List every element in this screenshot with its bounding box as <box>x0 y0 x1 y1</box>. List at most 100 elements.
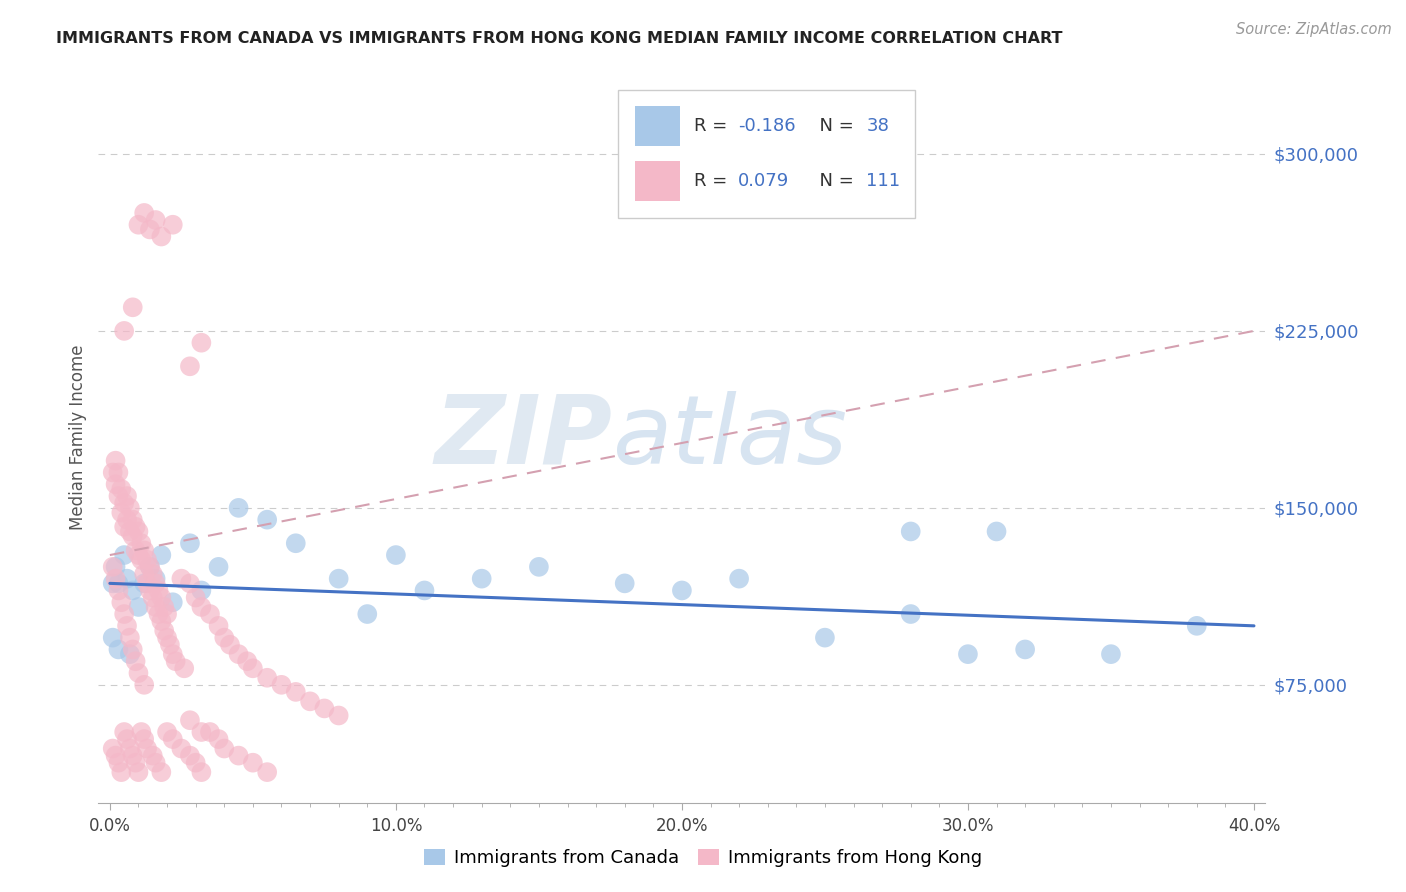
Point <box>101 559 124 574</box>
Point <box>173 661 195 675</box>
Point <box>107 583 129 598</box>
Point <box>110 765 132 780</box>
Point <box>814 631 837 645</box>
Point <box>207 559 229 574</box>
Point <box>284 536 307 550</box>
Point <box>165 654 187 668</box>
FancyBboxPatch shape <box>617 90 915 218</box>
Point <box>148 583 170 598</box>
Point <box>1185 619 1208 633</box>
Point <box>527 559 550 574</box>
Point <box>207 732 229 747</box>
Point <box>112 496 135 510</box>
Point <box>471 572 494 586</box>
Point <box>110 595 132 609</box>
Point <box>118 524 141 539</box>
Text: IMMIGRANTS FROM CANADA VS IMMIGRANTS FROM HONG KONG MEDIAN FAMILY INCOME CORRELA: IMMIGRANTS FROM CANADA VS IMMIGRANTS FRO… <box>56 31 1063 46</box>
Point <box>107 466 129 480</box>
Point <box>121 748 143 763</box>
Point <box>115 489 138 503</box>
Point <box>900 524 922 539</box>
Point <box>228 647 250 661</box>
Point <box>156 631 179 645</box>
Point <box>145 599 167 614</box>
Point <box>256 765 278 780</box>
Point <box>121 642 143 657</box>
Point <box>299 694 322 708</box>
Point <box>170 572 193 586</box>
Point <box>134 732 156 747</box>
Point <box>112 725 135 739</box>
Point <box>101 741 124 756</box>
Point <box>184 756 207 770</box>
Point <box>150 548 173 562</box>
Point <box>150 591 173 605</box>
Text: Source: ZipAtlas.com: Source: ZipAtlas.com <box>1236 22 1392 37</box>
Point <box>207 619 229 633</box>
Point <box>118 647 141 661</box>
Point <box>101 466 124 480</box>
Text: atlas: atlas <box>612 391 846 483</box>
Point <box>356 607 378 621</box>
Point <box>115 732 138 747</box>
Point <box>142 566 165 581</box>
Point <box>170 741 193 756</box>
Point <box>162 595 184 609</box>
Point <box>134 543 156 558</box>
Point <box>134 206 156 220</box>
Point <box>190 583 212 598</box>
Point <box>118 631 141 645</box>
Y-axis label: Median Family Income: Median Family Income <box>69 344 87 530</box>
Point <box>121 529 143 543</box>
Point <box>127 765 149 780</box>
Text: -0.186: -0.186 <box>738 117 796 136</box>
FancyBboxPatch shape <box>636 161 679 202</box>
Point <box>139 222 162 236</box>
Point <box>328 572 350 586</box>
Point <box>124 756 146 770</box>
Point <box>190 765 212 780</box>
Point <box>159 638 181 652</box>
Point <box>148 607 170 621</box>
Point <box>104 559 127 574</box>
Point <box>236 654 259 668</box>
Point <box>145 572 167 586</box>
Point <box>184 591 207 605</box>
Legend: Immigrants from Canada, Immigrants from Hong Kong: Immigrants from Canada, Immigrants from … <box>416 841 990 874</box>
Point <box>121 583 143 598</box>
Point <box>728 572 751 586</box>
Point <box>131 553 153 567</box>
Point <box>124 654 146 668</box>
Point <box>190 335 212 350</box>
Text: 38: 38 <box>866 117 889 136</box>
Point <box>139 583 162 598</box>
Point <box>136 553 159 567</box>
Point <box>112 324 135 338</box>
Point <box>118 741 141 756</box>
Point <box>107 576 129 591</box>
Point <box>214 631 236 645</box>
Point <box>142 591 165 605</box>
Point <box>131 536 153 550</box>
Point <box>101 631 124 645</box>
Point <box>156 725 179 739</box>
Point <box>613 576 636 591</box>
Point <box>134 576 156 591</box>
Point <box>219 638 242 652</box>
Point <box>228 748 250 763</box>
Point <box>104 572 127 586</box>
Point <box>190 599 212 614</box>
Point <box>900 607 922 621</box>
Point <box>131 725 153 739</box>
Point <box>314 701 336 715</box>
Point <box>150 765 173 780</box>
Point <box>1099 647 1122 661</box>
Point <box>179 576 201 591</box>
Point <box>107 489 129 503</box>
Point <box>136 576 159 591</box>
Point <box>179 713 201 727</box>
Point <box>385 548 408 562</box>
Text: ZIP: ZIP <box>434 391 612 483</box>
Point <box>190 725 212 739</box>
Point <box>214 741 236 756</box>
